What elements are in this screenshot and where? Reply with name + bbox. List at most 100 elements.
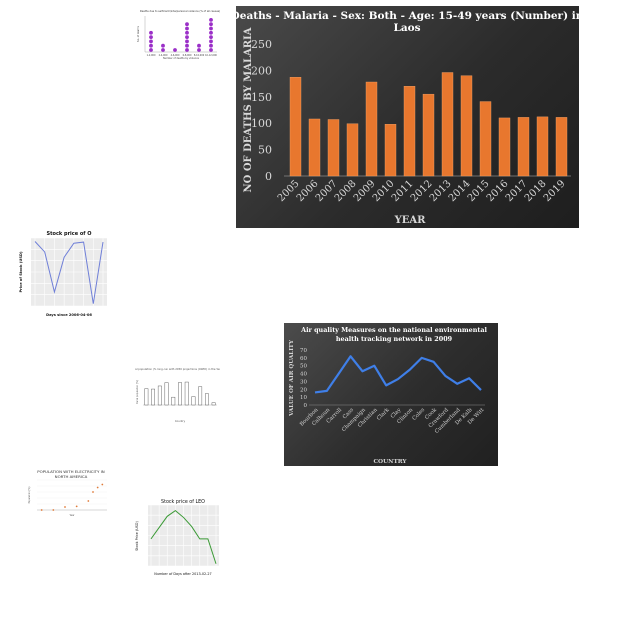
dot-10-12,000 bbox=[209, 39, 213, 44]
dot-6-8,000 bbox=[185, 30, 189, 35]
dot-6-8,000 bbox=[185, 43, 189, 48]
chart-title-line-2: health tracking network in 2009 bbox=[336, 335, 453, 343]
bar-G bbox=[184, 381, 189, 406]
bar-2016 bbox=[498, 117, 511, 177]
y-tick-label: 0 bbox=[304, 403, 308, 409]
bar-2013 bbox=[441, 72, 454, 177]
bar-2012 bbox=[422, 93, 435, 177]
y-tick-label: 50 bbox=[258, 144, 272, 157]
dot-10-12,000 bbox=[209, 26, 213, 31]
x-tick-label: 8-10,000 bbox=[194, 54, 205, 57]
malaria-deaths-plot: Deaths - Malaria - Sex: Both - Age: 15-4… bbox=[236, 10, 579, 226]
rural-population-plot: Rural population (% long-run with 2050 p… bbox=[135, 367, 220, 423]
y-tick-label: 50 bbox=[300, 364, 307, 370]
y-axis-label: Rural population (%) bbox=[136, 380, 139, 404]
dot-4-6,000 bbox=[173, 48, 177, 52]
x-tick-label: 6-8,000 bbox=[183, 54, 192, 57]
dot-2-4,000 bbox=[161, 43, 165, 48]
x-axis-label: COUNTRY bbox=[373, 459, 407, 465]
stock-o-plot: Stock price of O Days since 2006-04-06 Pri… bbox=[19, 231, 107, 317]
chart-title: POPULATION WITH ELECTRICITY IN bbox=[37, 469, 105, 474]
data-point bbox=[40, 509, 43, 511]
y-axis-label: Price of Stock (USD) bbox=[19, 251, 23, 292]
stock-o-chart: Stock price of O Days since 2006-04-06 Pri… bbox=[17, 228, 111, 322]
chart-title: Deaths due to self-harm/interpersonal vi… bbox=[140, 9, 220, 13]
x-axis-label: Number of Days after 2013-02-27 bbox=[154, 572, 211, 576]
stock-leo-plot: Stock price of LEO Number of Days after 2… bbox=[135, 499, 219, 576]
data-point bbox=[75, 505, 78, 508]
dot-8-10,000 bbox=[197, 48, 201, 52]
bar-F bbox=[178, 382, 182, 406]
x-tick-label: Coles bbox=[411, 407, 426, 422]
data-point bbox=[92, 491, 94, 493]
bar-2006 bbox=[308, 118, 321, 177]
y-tick-label: 250 bbox=[251, 38, 272, 51]
y-axis-label: Population (%) bbox=[28, 487, 31, 504]
x-tick-label: 4-6,000 bbox=[171, 54, 180, 57]
dot-6-8,000 bbox=[185, 35, 189, 39]
air-quality-plot: Air quality Measures on the national env… bbox=[289, 326, 487, 465]
chart-title: Rural population (% long-run with 2050 p… bbox=[135, 367, 220, 371]
dot-10-12,000 bbox=[209, 35, 213, 39]
data-point bbox=[64, 506, 66, 508]
electricity-chart: POPULATION WITH ELECTRICITY IN NORTH AMER… bbox=[27, 468, 112, 518]
bar-2018 bbox=[536, 116, 549, 177]
data-point bbox=[87, 500, 90, 502]
violence-deaths-plot: Deaths due to self-harm/interpersonal vi… bbox=[137, 9, 220, 60]
bar-E bbox=[171, 396, 176, 406]
chart-title: Stock price of LEO bbox=[161, 499, 205, 505]
x-tick-label: Clark bbox=[376, 407, 391, 422]
bar-2015 bbox=[479, 101, 492, 177]
dot-10-12,000 bbox=[209, 18, 213, 22]
dot-1-2,000 bbox=[149, 30, 153, 35]
dot-1-2,000 bbox=[149, 43, 153, 48]
dot-10-12,000 bbox=[209, 48, 213, 52]
bar-2019 bbox=[555, 117, 568, 177]
bar-I bbox=[198, 386, 203, 406]
y-tick-label: 60 bbox=[300, 356, 307, 362]
stock-line bbox=[34, 241, 104, 304]
stock-leo-chart: Stock price of LEO Number of Days after 2… bbox=[133, 496, 223, 578]
chart-title-line-2: Laos bbox=[393, 22, 420, 34]
y-axis-label: No. of deaths bbox=[137, 25, 140, 42]
violence-deaths-chart: Deaths due to self-harm/interpersonal vi… bbox=[135, 8, 220, 63]
air-quality-chart: Air quality Measures on the national env… bbox=[284, 323, 498, 466]
y-axis-label: VALUE OF AIR QUALITY bbox=[289, 339, 295, 417]
bar-2005 bbox=[289, 77, 302, 177]
dot-6-8,000 bbox=[185, 48, 189, 52]
y-tick-label: 20 bbox=[300, 387, 307, 393]
dot-10-12,000 bbox=[209, 30, 213, 35]
data-point bbox=[96, 486, 99, 489]
dot-2-4,000 bbox=[161, 48, 165, 52]
y-tick-label: 30 bbox=[300, 379, 307, 385]
x-tick-label: 1-2,000 bbox=[147, 54, 156, 57]
x-axis-label: Year bbox=[69, 514, 74, 517]
bar-2010 bbox=[384, 124, 397, 177]
bar-K bbox=[211, 402, 216, 406]
data-point bbox=[52, 509, 55, 511]
dot-10-12,000 bbox=[209, 22, 213, 27]
y-tick-label: 100 bbox=[251, 117, 272, 130]
air-quality-line bbox=[314, 355, 482, 394]
y-tick-label: 200 bbox=[251, 64, 272, 77]
x-tick-label: 10-12,000 bbox=[205, 54, 217, 57]
bar-2014 bbox=[460, 75, 473, 177]
bar-2011 bbox=[403, 86, 416, 177]
y-tick-label: 0 bbox=[265, 170, 272, 183]
x-axis-label: Days since 2006-04-06 bbox=[46, 313, 92, 317]
x-axis-label: Number of deaths by violence bbox=[163, 57, 200, 60]
bar-2007 bbox=[327, 119, 340, 177]
dot-1-2,000 bbox=[149, 48, 153, 52]
bar-H bbox=[191, 396, 196, 406]
y-axis-label: NO OF DEATHS BY MALARIA bbox=[243, 27, 254, 192]
x-tick-label: 2-4,000 bbox=[159, 54, 168, 57]
bar-A bbox=[144, 388, 149, 406]
dot-6-8,000 bbox=[185, 26, 189, 31]
y-tick-label: 150 bbox=[251, 91, 272, 104]
y-axis-label: Stock Price (USD) bbox=[135, 520, 139, 550]
chart-title: Air quality Measures on the national env… bbox=[300, 326, 487, 334]
chart-title-line-2: NORTH AMERICA bbox=[55, 474, 88, 479]
y-tick-label: 40 bbox=[300, 372, 307, 378]
bar-2009 bbox=[365, 81, 378, 177]
bar-2008 bbox=[346, 123, 359, 177]
